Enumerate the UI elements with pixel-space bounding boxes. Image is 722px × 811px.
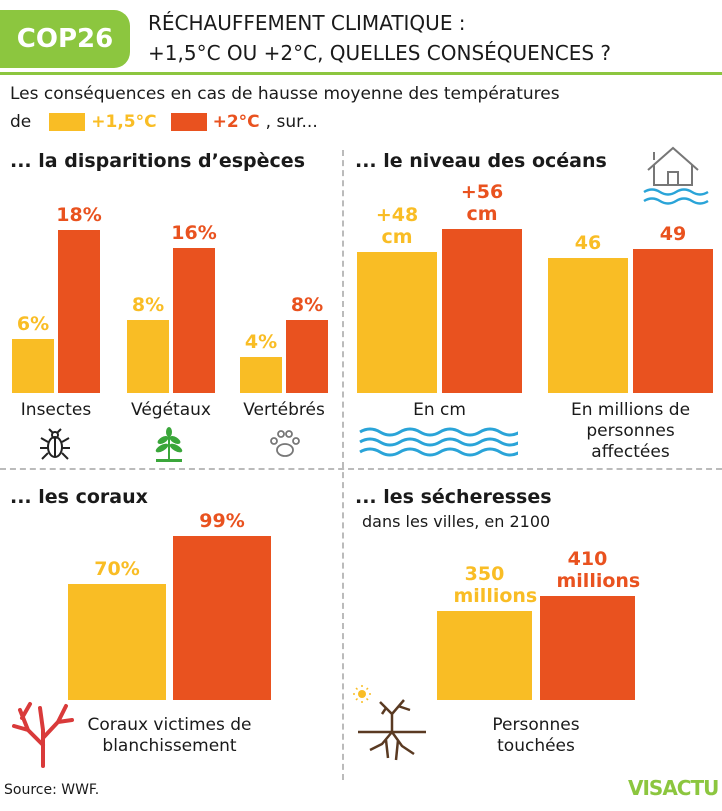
value-label: 6%	[16, 312, 50, 335]
bar	[68, 584, 166, 700]
panel-title: ... les sécheresses	[355, 486, 552, 508]
bar	[442, 228, 522, 393]
category-label: Personnes touchées	[492, 715, 580, 756]
bar	[240, 356, 282, 393]
legend: de +1,5°C +2°C , sur...	[10, 112, 318, 132]
waves-icon	[359, 427, 518, 457]
category-label: En millions de personnes affectées	[570, 400, 691, 462]
value-label: 49	[659, 223, 687, 246]
logo: VISACTU	[628, 776, 719, 800]
value-label: 46	[574, 232, 602, 255]
category-label: En cm	[413, 400, 466, 420]
title-line: +1,5°C OU +2°C, QUELLES CONSÉQUENCES ?	[148, 41, 612, 65]
bar	[286, 320, 328, 393]
legend-label: +2°C	[212, 112, 260, 132]
value-label: 350 millions	[453, 563, 538, 608]
legend-label: +1,5°C	[91, 112, 157, 132]
flood-house-icon	[643, 146, 709, 205]
bar	[437, 611, 532, 700]
source: Source: WWF.	[4, 782, 100, 798]
title-line: RÉCHAUFFEMENT CLIMATIQUE :	[148, 11, 466, 35]
value-label: 8%	[290, 294, 324, 317]
category-label: Vertébrés	[243, 400, 325, 420]
divider	[342, 150, 344, 780]
panel-title: ... la disparitions d’espèces	[10, 150, 306, 172]
value-label: 99%	[199, 509, 245, 532]
intro-prefix: de	[10, 112, 32, 132]
intro: Les conséquences en cas de hausse moyenn…	[10, 84, 560, 104]
bar	[357, 252, 437, 393]
value-label: 70%	[94, 558, 140, 580]
bar	[12, 338, 54, 393]
bar	[548, 258, 628, 393]
legend-swatch	[170, 113, 207, 131]
value-label: 18%	[56, 203, 102, 226]
category-label: Végétaux	[131, 400, 211, 420]
bar	[633, 249, 713, 393]
value-label: 8%	[131, 294, 165, 317]
beetle-icon	[40, 428, 70, 460]
bar	[173, 535, 271, 700]
panel-subtitle: dans les villes, en 2100	[362, 512, 551, 531]
bar	[540, 595, 635, 700]
category-label: Insectes	[20, 400, 92, 420]
intro-suffix: , sur...	[265, 112, 318, 132]
value-label: 410 millions	[556, 547, 641, 592]
bar	[173, 247, 215, 393]
bar	[127, 320, 169, 393]
value-label: +56 cm	[460, 180, 504, 225]
value-label: +48 cm	[375, 204, 419, 249]
panel-title: ... les coraux	[10, 486, 148, 508]
bar	[58, 229, 100, 393]
header-rule	[0, 72, 722, 75]
category-label: Coraux victimes de blanchissement	[87, 715, 252, 756]
paw-icon	[270, 430, 300, 457]
badge: COP26	[0, 10, 130, 68]
value-label: 16%	[171, 221, 217, 244]
value-label: 4%	[244, 330, 278, 353]
divider	[0, 468, 722, 470]
legend-swatch	[49, 113, 86, 131]
plant-icon	[155, 427, 183, 462]
panel-title: ... le niveau des océans	[355, 150, 607, 172]
coral-icon	[12, 702, 74, 768]
drought-tree-icon	[353, 685, 426, 761]
title: RÉCHAUFFEMENT CLIMATIQUE : +1,5°C OU +2°…	[148, 8, 611, 68]
